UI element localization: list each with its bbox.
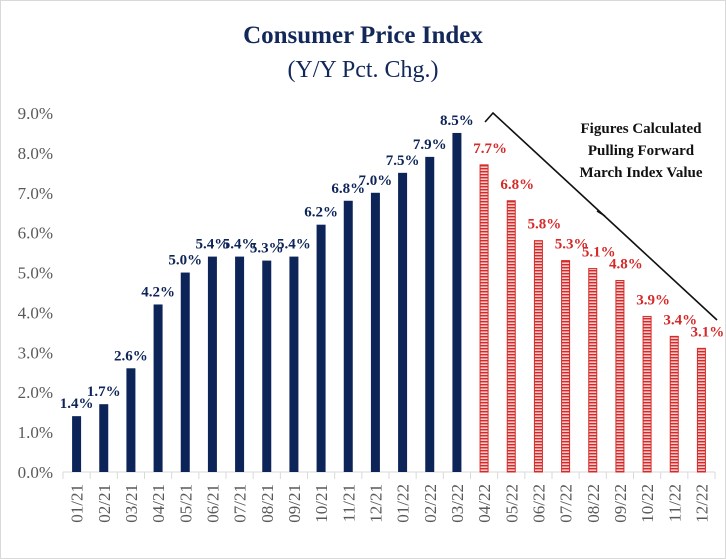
x-tick-label: 06/22 (529, 484, 548, 523)
bar-actual (343, 200, 353, 472)
data-label: 5.3% (555, 237, 589, 253)
data-label: 5.8% (528, 217, 562, 233)
data-label: 5.3% (250, 241, 284, 257)
data-label: 6.8% (500, 177, 534, 193)
x-tick-label: 12/22 (692, 484, 711, 523)
bar-actual (262, 260, 272, 472)
bar-actual (72, 416, 82, 472)
bar-actual (235, 256, 245, 472)
x-tick-label: 08/22 (584, 484, 603, 523)
chart-title: Consumer Price Index (243, 22, 483, 49)
data-label: 1.7% (87, 384, 121, 400)
y-tick-label: 1.0% (18, 423, 53, 442)
data-label: 3.9% (636, 292, 670, 308)
x-tick-label: 09/21 (285, 484, 304, 523)
bar-projected (561, 260, 571, 473)
annotation-line-2: Pulling Forward (588, 143, 695, 159)
data-label: 6.8% (331, 181, 365, 197)
bar-actual (370, 192, 380, 472)
bar-actual (99, 404, 109, 472)
y-tick-label: 8.0% (18, 144, 53, 163)
y-tick-label: 5.0% (18, 264, 53, 283)
data-label: 4.8% (609, 257, 643, 273)
data-labels: 1.4%1.7%2.6%4.2%5.0%5.4%5.4%5.3%5.4%6.2%… (60, 113, 725, 412)
x-tick-label: 08/21 (258, 484, 277, 523)
bar-projected (696, 347, 706, 473)
data-label: 5.1% (582, 245, 616, 261)
annotation-line-1: Figures Calculated (581, 121, 703, 137)
bar-projected (615, 280, 625, 473)
data-label: 3.4% (663, 312, 697, 328)
x-tick-label: 07/21 (231, 484, 250, 523)
data-label: 5.0% (168, 253, 202, 269)
x-tick-label: 03/21 (122, 484, 141, 523)
x-tick-label: 10/21 (312, 484, 331, 523)
bar-projected (479, 164, 489, 473)
bar-actual (398, 172, 408, 473)
data-label: 7.7% (473, 141, 507, 157)
y-tick-label: 2.0% (18, 383, 53, 402)
y-tick-label: 9.0% (18, 104, 53, 123)
bar-actual (425, 156, 435, 472)
x-axis: 01/21 02/21 03/21 04/21 05/21 06/21 07/21 08/21… (62, 471, 716, 523)
x-tick-label: 11/21 (339, 484, 358, 522)
bracket-line (484, 111, 718, 321)
x-tick-label: 09/22 (611, 484, 630, 523)
x-tick-label: 04/22 (475, 484, 494, 523)
bracket (484, 111, 718, 321)
data-label: 2.6% (114, 348, 148, 364)
bar-projected (506, 200, 516, 473)
annotation: Figures Calculated Pulling Forward March… (579, 121, 702, 181)
bar-actual (153, 304, 163, 472)
y-tick-label: 4.0% (18, 303, 53, 322)
data-label: 1.4% (60, 396, 94, 412)
data-label: 6.2% (304, 205, 338, 221)
data-label: 8.5% (440, 113, 474, 129)
x-tick-label: 07/22 (557, 484, 576, 523)
x-tick-label: 05/22 (502, 484, 521, 523)
bar-actual (126, 368, 136, 472)
x-tick-label: 11/22 (665, 484, 684, 522)
x-tick-label: 10/22 (638, 484, 657, 523)
bar-actual (289, 256, 299, 472)
data-label: 5.4% (277, 237, 311, 253)
bar-actual (180, 272, 190, 472)
data-label: 5.4% (223, 237, 257, 253)
data-label: 3.1% (691, 324, 725, 340)
y-tick-label: 3.0% (18, 343, 53, 362)
bar-projected (588, 268, 598, 473)
y-tick-label: 6.0% (18, 224, 53, 243)
x-tick-label: 02/21 (95, 484, 114, 523)
x-tick-label: 04/21 (149, 484, 168, 523)
data-label: 7.0% (359, 173, 393, 189)
bar-projected (642, 315, 652, 473)
x-tick-label: 01/22 (394, 484, 413, 523)
bar-projected (669, 335, 679, 473)
x-tick-label: 06/21 (203, 484, 222, 523)
bars (72, 132, 706, 473)
x-tick-label: 05/21 (176, 484, 195, 523)
bar-actual (452, 132, 462, 472)
bar-actual (207, 256, 217, 472)
chart-subtitle: (Y/Y Pct. Chg.) (287, 57, 438, 83)
bar-actual (316, 224, 326, 472)
data-label: 7.5% (386, 153, 420, 169)
data-label: 5.4% (196, 237, 230, 253)
annotation-line-3: March Index Value (579, 165, 702, 181)
bracket-tick (596, 210, 606, 217)
y-axis: 0.0% 1.0% 2.0% 3.0% 4.0% 5.0% 6.0% 7.0% 8.0% 9.0% (18, 104, 53, 482)
x-tick-label: 01/21 (68, 484, 87, 523)
y-tick-label: 0.0% (18, 463, 53, 482)
bar-projected (533, 240, 543, 473)
x-tick-label: 02/22 (421, 484, 440, 523)
x-tick-label: 12/21 (366, 484, 385, 523)
data-label: 4.2% (141, 284, 175, 300)
x-tick-label: 03/22 (448, 484, 467, 523)
y-tick-label: 7.0% (18, 184, 53, 203)
data-label: 7.9% (413, 137, 447, 153)
